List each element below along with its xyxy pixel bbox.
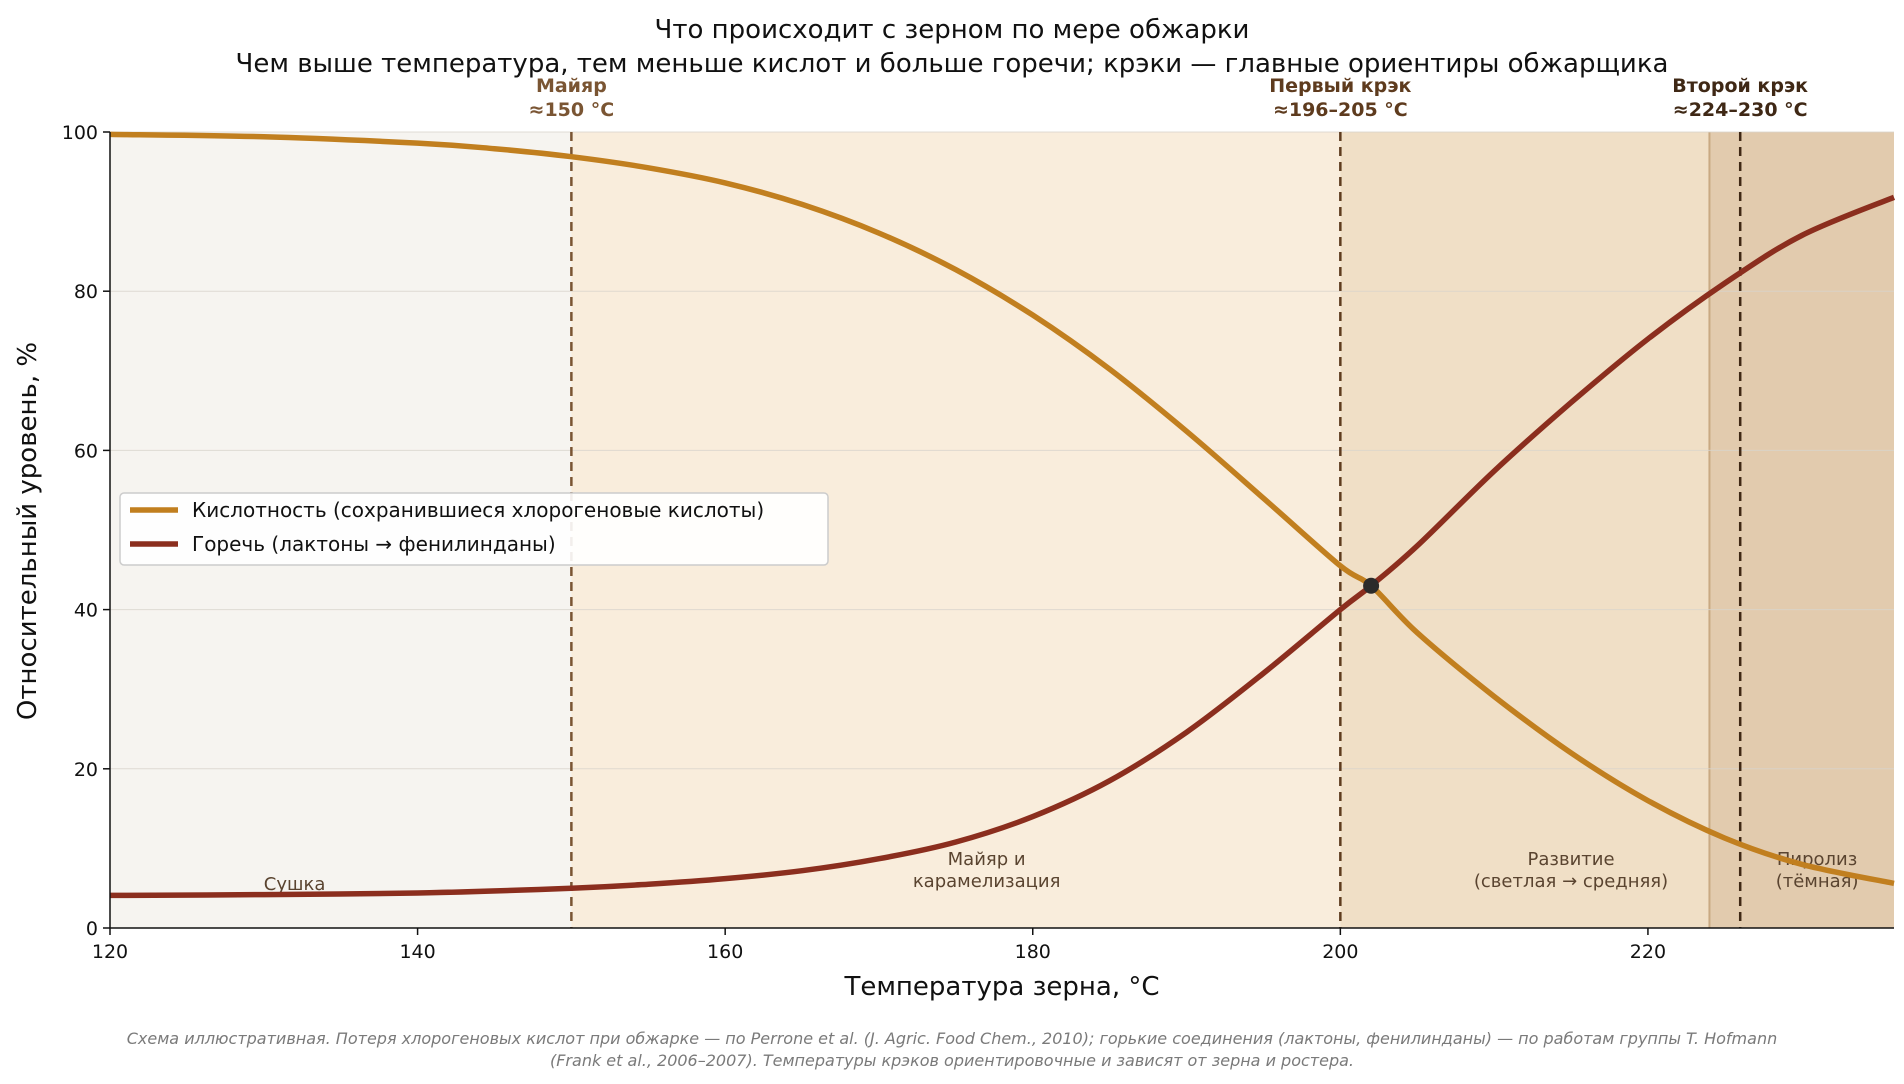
y-tick-label: 80 [74, 281, 98, 303]
footnote: Схема иллюстративная. Потеря хлорогеновы… [127, 1029, 1777, 1070]
event-markers: Майяр≈150 °C Первый крэк≈196–205 °C Второй… [529, 75, 1808, 928]
event-value: ≈196–205 °C [1273, 99, 1408, 121]
legend-box [119, 492, 829, 566]
x-axis-label: Температура зерна, °C [843, 972, 1159, 1002]
zone-band [1340, 132, 1710, 928]
event-value: ≈224–230 °C [1673, 99, 1808, 121]
x-tick-label: 140 [399, 941, 435, 963]
x-tick-label: 220 [1630, 941, 1666, 963]
chart-title: Что происходит с зерном по мере обжарки [655, 15, 1250, 45]
y-tick-label: 60 [74, 440, 98, 462]
y-tick-label: 100 [62, 122, 98, 144]
event-name: Майяр [536, 75, 607, 97]
y-tick-label: 0 [86, 918, 98, 940]
zone-band [1709, 132, 1894, 928]
event-value: ≈150 °C [529, 99, 615, 121]
series-lines [109, 131, 1896, 899]
y-axis-label: Относительный уровень, % [13, 342, 43, 720]
legend: Кислотность (сохранившиеся хлорогеновые … [119, 492, 829, 566]
zone-label: Майяр и карамелизация [913, 849, 1061, 892]
event-name: Первый крэк [1269, 75, 1411, 97]
zone-label: Развитие (светлая → средняя) [1474, 849, 1668, 892]
x-tick-label: 180 [1015, 941, 1051, 963]
grid-lines [110, 131, 1894, 770]
event-name: Второй крэк [1672, 75, 1808, 97]
x-tick-label: 120 [92, 941, 128, 963]
axes: 120 140 160 180 200 220 0 20 40 60 80 100 [62, 122, 1894, 963]
y-tick-label: 40 [74, 600, 98, 622]
x-tick-label: 200 [1322, 941, 1358, 963]
series-line [109, 131, 1895, 887]
intersection-point [1363, 577, 1380, 594]
zone-label: Сушка [264, 874, 326, 895]
chart-subtitle: Чем выше температура, тем меньше кислот … [236, 49, 1669, 79]
y-tick-label: 20 [74, 759, 98, 781]
x-tick-label: 160 [707, 941, 743, 963]
series-line [109, 194, 1896, 899]
legend-label: Горечь (лактоны → фенилинданы) [192, 532, 556, 556]
footnote-text: Схема иллюстративная. Потеря хлорогеновы… [127, 1029, 1777, 1070]
legend-label: Кислотность (сохранившиеся хлорогеновые … [192, 498, 764, 522]
